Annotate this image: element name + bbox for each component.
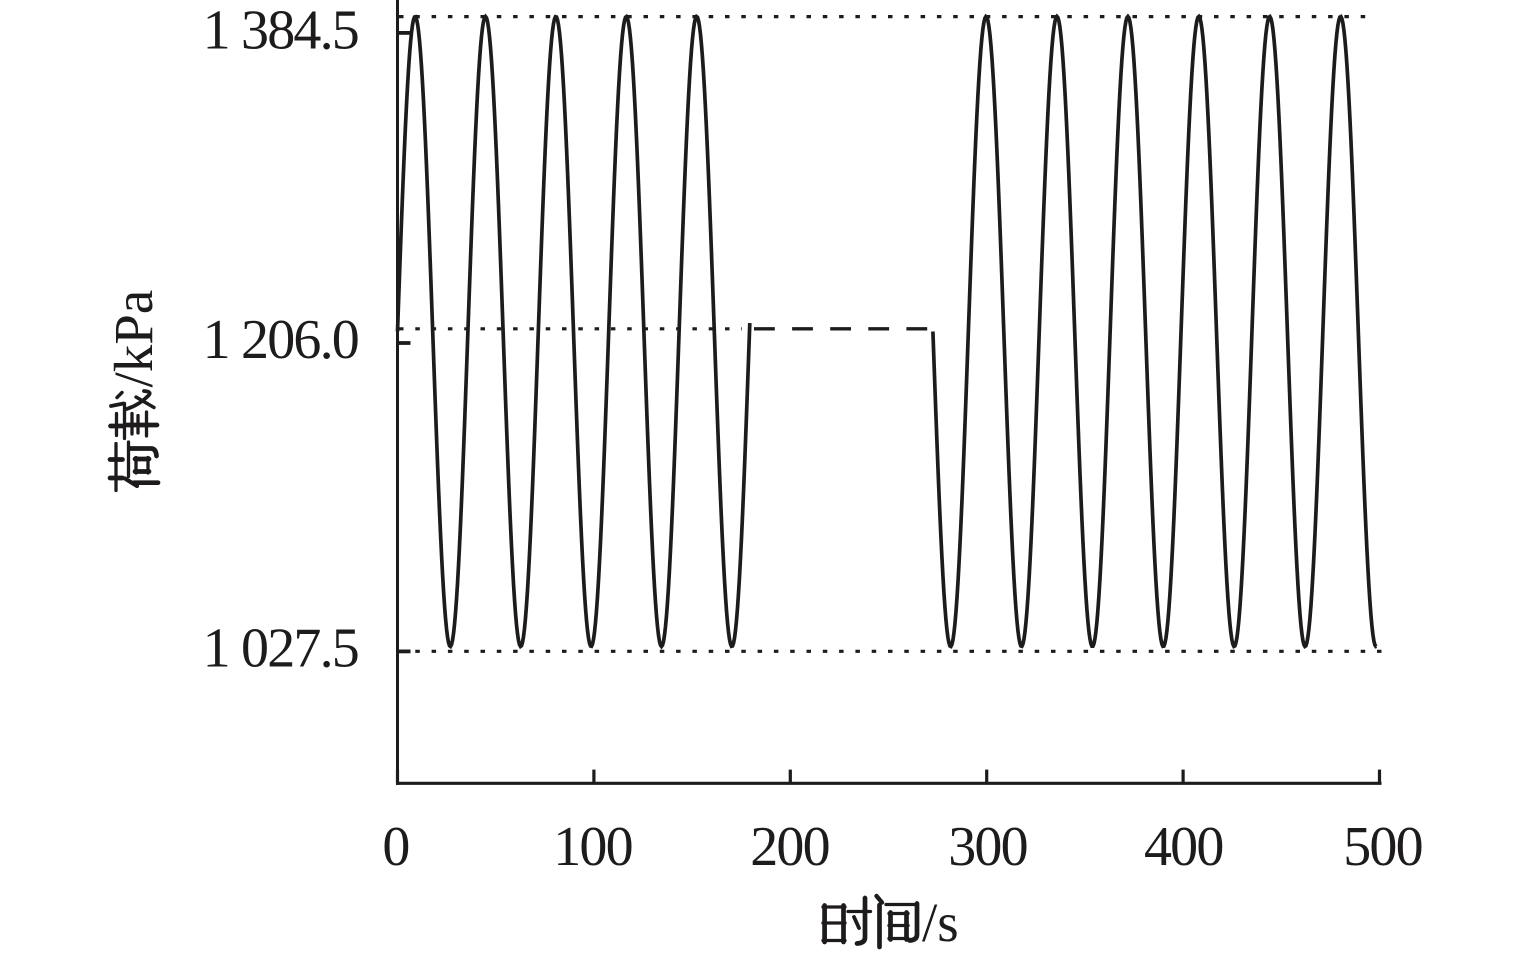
svg-text:1 384.5: 1 384.5 bbox=[203, 0, 358, 61]
svg-text:300: 300 bbox=[948, 816, 1027, 878]
svg-text:500: 500 bbox=[1343, 816, 1422, 878]
svg-text:/s: /s bbox=[922, 892, 959, 953]
svg-text:0: 0 bbox=[382, 816, 408, 878]
svg-text:1 206.0: 1 206.0 bbox=[203, 309, 358, 371]
svg-text:100: 100 bbox=[553, 816, 632, 878]
svg-text:400: 400 bbox=[1144, 816, 1223, 878]
svg-text:200: 200 bbox=[750, 816, 829, 878]
svg-text:1 027.5: 1 027.5 bbox=[203, 617, 358, 679]
svg-text:/kPa: /kPa bbox=[103, 290, 164, 388]
